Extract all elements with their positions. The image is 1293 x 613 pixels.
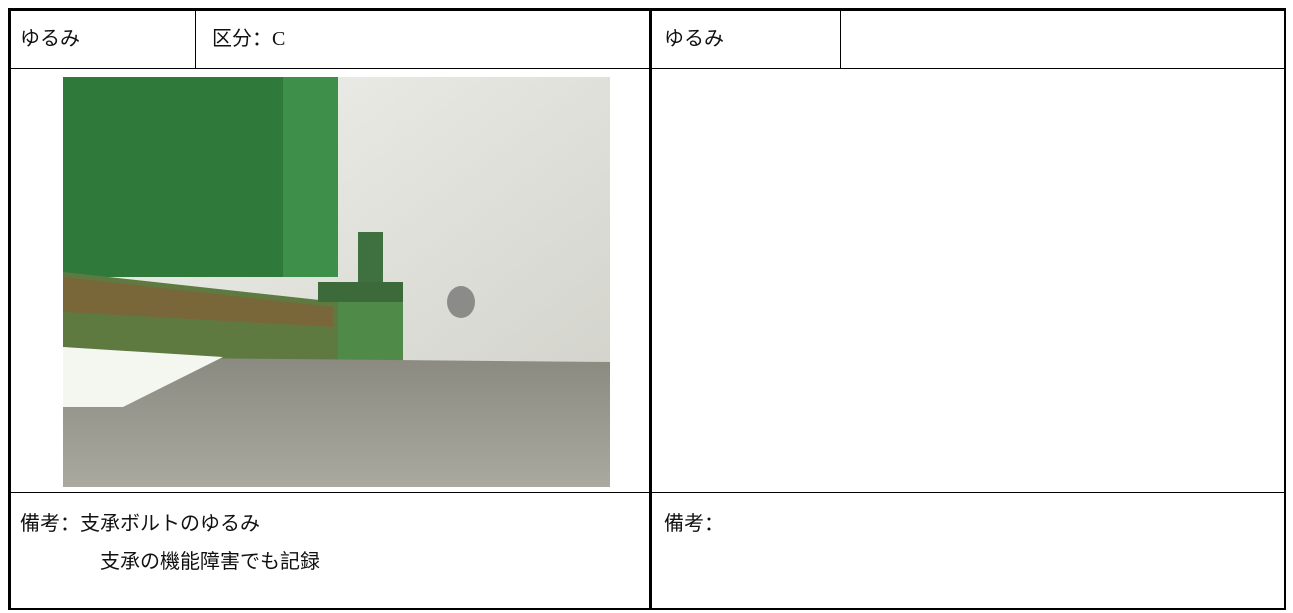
row-divider — [8, 492, 1286, 493]
right-item: ゆるみ — [664, 28, 724, 50]
left-remarks: 備考：支承ボルトのゆるみ — [20, 513, 260, 535]
left-item: ゆるみ — [20, 28, 80, 50]
cell-divider — [195, 8, 196, 68]
left-grade: 区分：C — [212, 28, 286, 50]
left-remarks: 支承の機能障害でも記録 — [100, 551, 320, 573]
center-divider — [649, 8, 652, 610]
cell-divider — [840, 8, 841, 68]
inspection-sheet — [8, 8, 1286, 610]
inspection-photo — [63, 77, 610, 487]
row-divider — [8, 68, 1286, 69]
right-remarks: 備考： — [664, 513, 724, 535]
